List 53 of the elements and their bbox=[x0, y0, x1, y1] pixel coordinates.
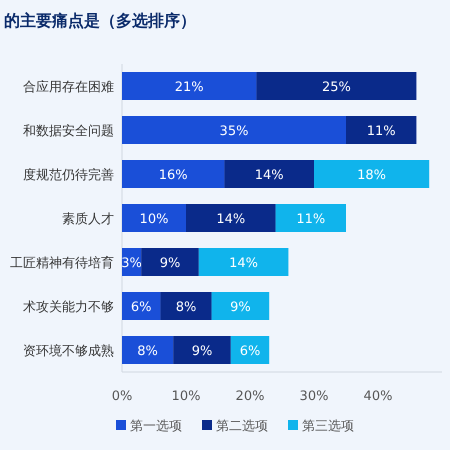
data-label: 25% bbox=[322, 80, 351, 95]
data-label: 21% bbox=[174, 80, 204, 95]
bar bbox=[122, 160, 224, 188]
data-label: 11% bbox=[296, 212, 326, 227]
bar bbox=[256, 72, 416, 100]
y-tick-label: 和数据安全问题 bbox=[23, 123, 114, 139]
bar bbox=[173, 336, 231, 364]
data-label: 14% bbox=[254, 168, 284, 183]
data-label: 6% bbox=[130, 300, 152, 315]
data-label: 9% bbox=[192, 344, 212, 359]
legend-label: 第三选项 bbox=[302, 419, 354, 434]
bar bbox=[276, 204, 346, 232]
data-label: 8% bbox=[176, 300, 196, 315]
data-label: 18% bbox=[357, 168, 386, 183]
legend-label: 第一选项 bbox=[130, 419, 182, 434]
y-tick-label: 术攻关能力不够 bbox=[23, 300, 114, 315]
bar bbox=[212, 292, 270, 320]
bar bbox=[122, 204, 186, 232]
x-tick-label: 0% bbox=[112, 389, 132, 404]
data-label: 10% bbox=[140, 212, 168, 227]
data-label: 14% bbox=[216, 212, 246, 227]
data-label: 9% bbox=[230, 300, 251, 315]
legend-label: 第二选项 bbox=[216, 419, 268, 434]
y-tick-label: 工匠精神有待培育 bbox=[10, 255, 114, 271]
bar bbox=[122, 336, 174, 364]
data-label: 35% bbox=[220, 124, 248, 139]
data-label: 3% bbox=[121, 256, 142, 271]
bar bbox=[346, 116, 416, 144]
data-label: 11% bbox=[366, 124, 396, 139]
bar bbox=[141, 248, 199, 276]
data-label: 6% bbox=[240, 344, 260, 359]
data-label: 14% bbox=[229, 256, 258, 271]
bar bbox=[186, 204, 276, 232]
y-tick-label: 资环境不够成熟 bbox=[23, 343, 114, 359]
x-tick-label: 10% bbox=[172, 389, 200, 404]
y-tick-label: 合应用存在困难 bbox=[23, 79, 114, 95]
y-tick-label: 度规范仍待完善 bbox=[23, 167, 114, 183]
data-label: 16% bbox=[158, 168, 188, 183]
x-tick-label: 20% bbox=[236, 389, 264, 404]
bar bbox=[230, 336, 270, 364]
data-label: 8% bbox=[137, 344, 158, 359]
bar bbox=[224, 160, 314, 188]
chart-title: 的主要痛点是（多选排序） bbox=[4, 11, 196, 30]
x-tick-label: 40% bbox=[364, 389, 392, 404]
bar bbox=[122, 72, 256, 100]
bar bbox=[160, 292, 212, 320]
bar bbox=[122, 116, 346, 144]
bar bbox=[122, 292, 160, 320]
data-label: 9% bbox=[160, 256, 180, 271]
x-tick-label: 30% bbox=[300, 389, 328, 404]
bar bbox=[198, 248, 288, 276]
bar bbox=[314, 160, 430, 188]
y-tick-label: 素质人才 bbox=[62, 212, 114, 227]
